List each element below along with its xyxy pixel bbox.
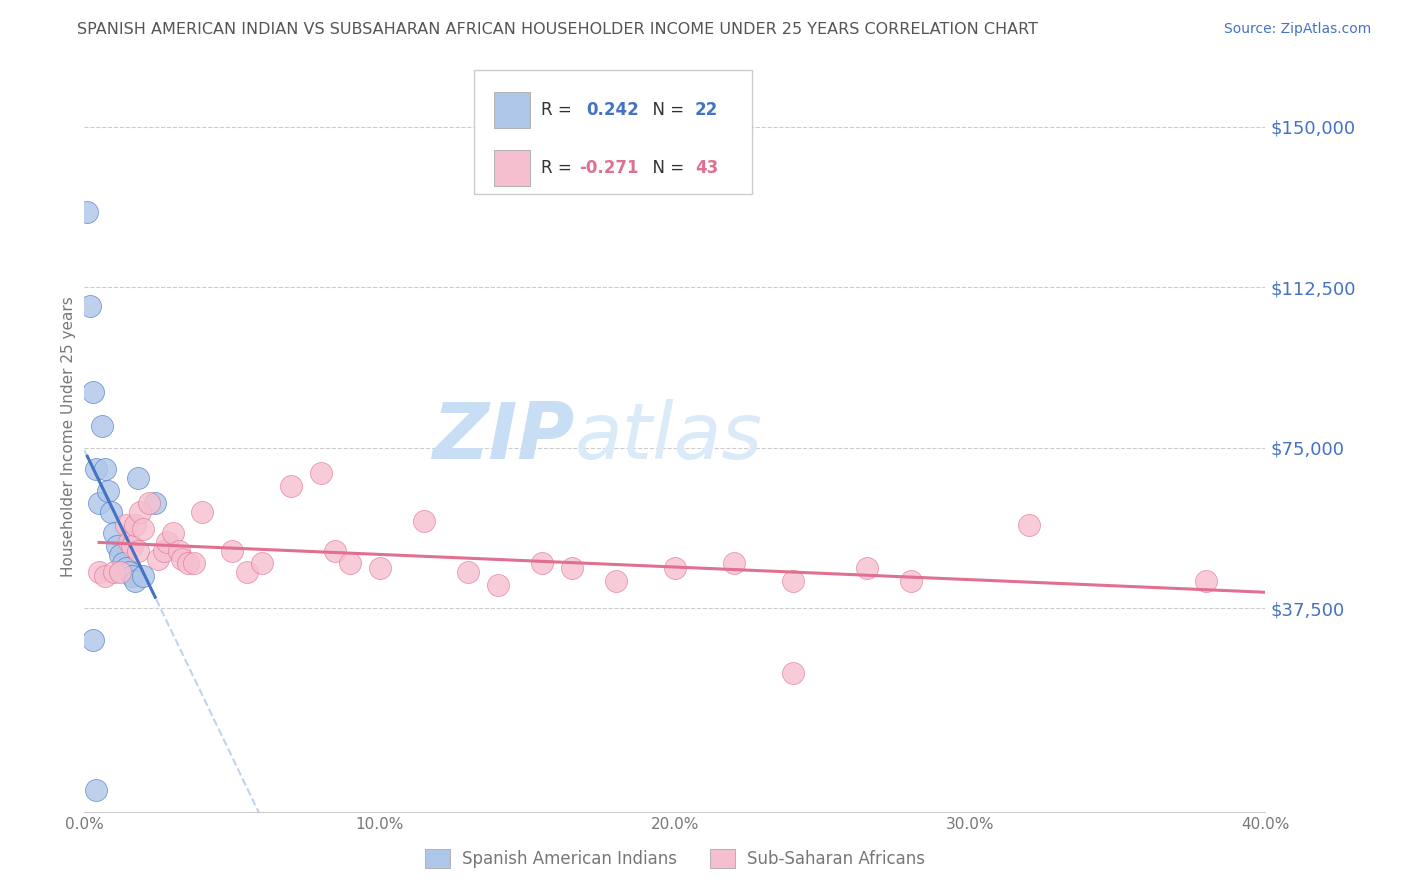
Point (413, 514, 436, 528)
Text: 43: 43 (695, 160, 718, 178)
Point (127, 471, 149, 485)
Text: Source: ZipAtlas.com: Source: ZipAtlas.com (1223, 22, 1371, 37)
Point (156, 535, 179, 549)
Point (191, 505, 214, 519)
Point (167, 543, 190, 558)
Point (782, 574, 804, 588)
Point (170, 552, 193, 566)
Point (325, 543, 347, 558)
FancyBboxPatch shape (494, 151, 530, 186)
Point (121, 539, 143, 553)
Y-axis label: Householder Income Under 25 years: Householder Income Under 25 years (60, 297, 76, 577)
Point (127, 543, 149, 558)
Point (236, 565, 259, 579)
Point (76, 205, 98, 219)
Point (183, 557, 205, 571)
Point (339, 557, 361, 571)
Point (143, 496, 166, 510)
Point (103, 526, 125, 541)
Point (368, 560, 391, 574)
Point (250, 557, 273, 571)
FancyBboxPatch shape (474, 70, 752, 194)
Text: R =: R = (541, 160, 578, 178)
Text: SPANISH AMERICAN INDIAN VS SUBSAHARAN AFRICAN HOUSEHOLDER INCOME UNDER 25 YEARS : SPANISH AMERICAN INDIAN VS SUBSAHARAN AF… (77, 22, 1038, 37)
Point (531, 557, 554, 571)
Point (138, 496, 160, 510)
Point (782, 665, 804, 680)
Point (118, 565, 141, 579)
Point (79, 300, 101, 314)
Point (124, 574, 146, 588)
Point (605, 574, 627, 588)
Point (856, 560, 879, 574)
Point (94, 462, 117, 476)
Text: N =: N = (641, 102, 689, 120)
Text: ZIP: ZIP (432, 399, 575, 475)
Point (309, 467, 332, 481)
Point (118, 535, 141, 549)
Point (153, 543, 176, 558)
Point (1195, 574, 1218, 588)
Text: N =: N = (641, 160, 689, 178)
Point (103, 565, 125, 579)
Point (900, 574, 922, 588)
Point (82, 633, 104, 648)
Point (108, 548, 131, 562)
Point (132, 569, 155, 583)
Text: atlas: atlas (575, 399, 762, 475)
Point (84, 462, 107, 476)
Point (129, 505, 152, 519)
Point (177, 557, 200, 571)
Point (114, 560, 136, 574)
Point (111, 557, 134, 571)
Point (457, 565, 479, 579)
Point (100, 505, 122, 519)
Text: 22: 22 (695, 102, 718, 120)
Text: 0.242: 0.242 (586, 102, 640, 120)
Legend: Spanish American Indians, Sub-Saharan Africans: Spanish American Indians, Sub-Saharan Af… (419, 842, 931, 874)
Point (132, 522, 155, 536)
Point (664, 560, 686, 574)
Point (221, 543, 243, 558)
Point (87, 496, 111, 510)
Point (82, 385, 104, 400)
FancyBboxPatch shape (494, 93, 530, 128)
Point (561, 560, 583, 574)
Point (105, 539, 128, 553)
Point (84, 783, 107, 797)
Point (486, 578, 509, 592)
Point (1018, 517, 1040, 532)
Point (87, 565, 111, 579)
Text: R =: R = (541, 102, 578, 120)
Point (91, 419, 114, 434)
Point (114, 517, 136, 532)
Point (280, 479, 302, 493)
Point (121, 569, 143, 583)
Text: -0.271: -0.271 (579, 160, 638, 178)
Point (723, 557, 745, 571)
Point (94, 569, 117, 583)
Point (148, 552, 170, 566)
Point (97, 483, 120, 498)
Point (162, 526, 184, 541)
Point (108, 565, 131, 579)
Point (124, 517, 146, 532)
